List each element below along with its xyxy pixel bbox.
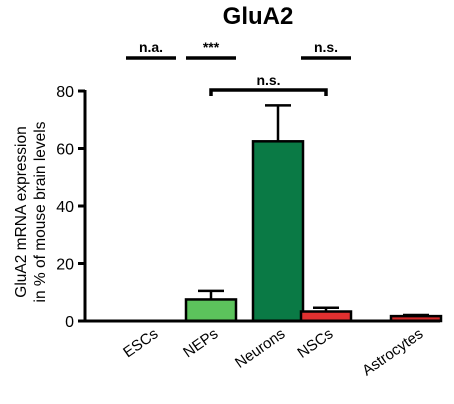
significance-label-nscs: n.s. bbox=[314, 39, 338, 55]
significance-label-bracket: n.s. bbox=[256, 72, 280, 88]
x-tick-label-astrocytes: Astrocytes bbox=[359, 325, 426, 379]
chart-title: GluA2 bbox=[223, 3, 294, 30]
y-axis-label-line2: in % of mouse brain levels bbox=[32, 121, 49, 302]
bar-neurons bbox=[251, 140, 305, 323]
y-axis-label-line1: GluA2 mRNA expression bbox=[13, 126, 30, 297]
significance-label-escs: n.a. bbox=[139, 39, 163, 55]
y-tick-label-40: 40 bbox=[56, 199, 74, 216]
x-tick-label-neps: NEPs bbox=[180, 325, 221, 361]
y-tick-label-20: 20 bbox=[56, 257, 74, 274]
significance-label-neps: *** bbox=[203, 39, 220, 55]
x-tick-label-neurons: Neurons bbox=[232, 325, 288, 371]
x-tick-label-nscs: NSCs bbox=[294, 325, 336, 361]
y-tick-label-60: 60 bbox=[56, 142, 74, 159]
significance-bracket bbox=[209, 88, 328, 96]
y-tick-label-80: 80 bbox=[56, 84, 74, 101]
plot-area: 0 20 40 60 80 ESCs NEPs Neurons NSCs Astrocytes n.… bbox=[56, 39, 443, 379]
x-tick-label-escs: ESCs bbox=[120, 325, 161, 361]
y-tick-label-0: 0 bbox=[65, 314, 74, 331]
bar-neps bbox=[184, 298, 238, 323]
